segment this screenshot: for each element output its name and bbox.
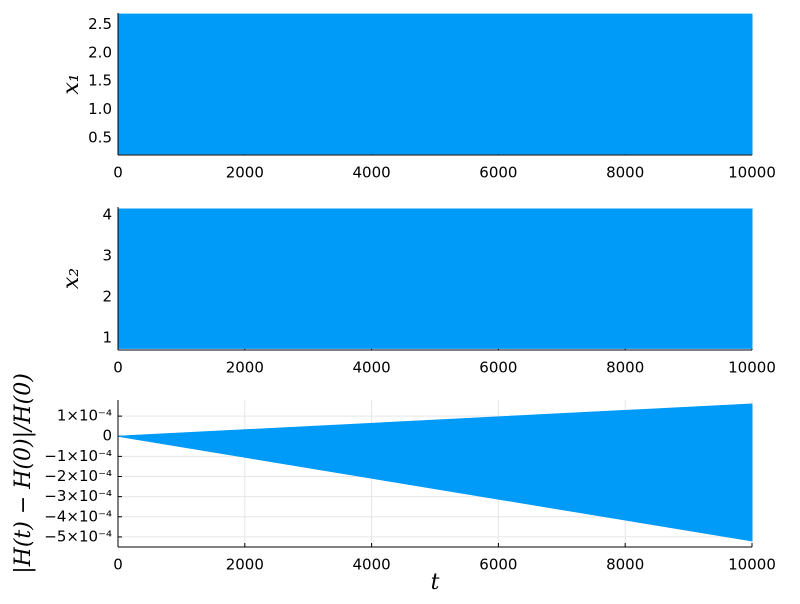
y-tick-label: 1×10⁻⁴ bbox=[57, 407, 112, 425]
x-tick-label: 2000 bbox=[226, 164, 264, 182]
x-tick-label: 10000 bbox=[728, 164, 776, 182]
y-tick-label: 1.5 bbox=[88, 72, 112, 90]
x-tick-label: 6000 bbox=[479, 164, 517, 182]
x-tick-label: 2000 bbox=[226, 359, 264, 377]
y-tick-label: 0.5 bbox=[88, 128, 112, 146]
x-tick-label: 8000 bbox=[606, 556, 644, 574]
x-tick-label: 0 bbox=[113, 359, 123, 377]
y-tick-label: −3×10⁻⁴ bbox=[44, 487, 112, 505]
y-tick-label: 3 bbox=[102, 247, 112, 265]
x-tick-label: 0 bbox=[113, 556, 123, 574]
signal-band bbox=[117, 13, 753, 155]
x-tick-label: 4000 bbox=[353, 556, 391, 574]
x-tick-label: 0 bbox=[113, 164, 123, 182]
x-tick-label: 6000 bbox=[479, 359, 517, 377]
x-tick-label: 2000 bbox=[226, 556, 264, 574]
x-tick-label: 8000 bbox=[606, 164, 644, 182]
x-axis-label: t bbox=[431, 570, 440, 595]
x-tick-label: 4000 bbox=[353, 164, 391, 182]
y-axis-label: |H(t) − H(0)|/H(0) bbox=[11, 373, 36, 574]
y-tick-label: 1 bbox=[102, 329, 112, 347]
x-tick-label: 6000 bbox=[479, 556, 517, 574]
y-axis-label: x₂ bbox=[59, 268, 84, 289]
y-tick-label: 0 bbox=[102, 427, 112, 445]
x-tick-label: 10000 bbox=[728, 359, 776, 377]
y-tick-label: −4×10⁻⁴ bbox=[44, 507, 112, 525]
y-tick-label: 1.0 bbox=[88, 100, 112, 118]
signal-band bbox=[117, 208, 753, 349]
x-tick-label: 10000 bbox=[728, 556, 776, 574]
y-tick-label: −1×10⁻⁴ bbox=[44, 447, 112, 465]
signal-band bbox=[117, 403, 753, 542]
y-tick-label: 2.5 bbox=[88, 15, 112, 33]
y-tick-label: −5×10⁻⁴ bbox=[44, 527, 112, 545]
x-tick-label: 8000 bbox=[606, 359, 644, 377]
y-tick-label: 4 bbox=[102, 206, 112, 224]
y-tick-label: 2 bbox=[102, 288, 112, 306]
y-axis-label: x₁ bbox=[59, 73, 84, 94]
y-tick-label: −2×10⁻⁴ bbox=[44, 467, 112, 485]
y-tick-label: 2.0 bbox=[88, 43, 112, 61]
x-tick-label: 4000 bbox=[353, 359, 391, 377]
